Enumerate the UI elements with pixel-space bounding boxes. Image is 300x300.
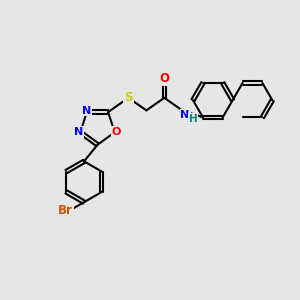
- Text: S: S: [124, 91, 133, 104]
- Text: O: O: [159, 72, 169, 86]
- Text: H: H: [189, 113, 198, 124]
- Text: Br: Br: [58, 204, 73, 218]
- Text: O: O: [112, 127, 121, 137]
- Text: N: N: [74, 127, 83, 137]
- Text: N: N: [82, 106, 92, 116]
- Text: N: N: [181, 110, 190, 120]
